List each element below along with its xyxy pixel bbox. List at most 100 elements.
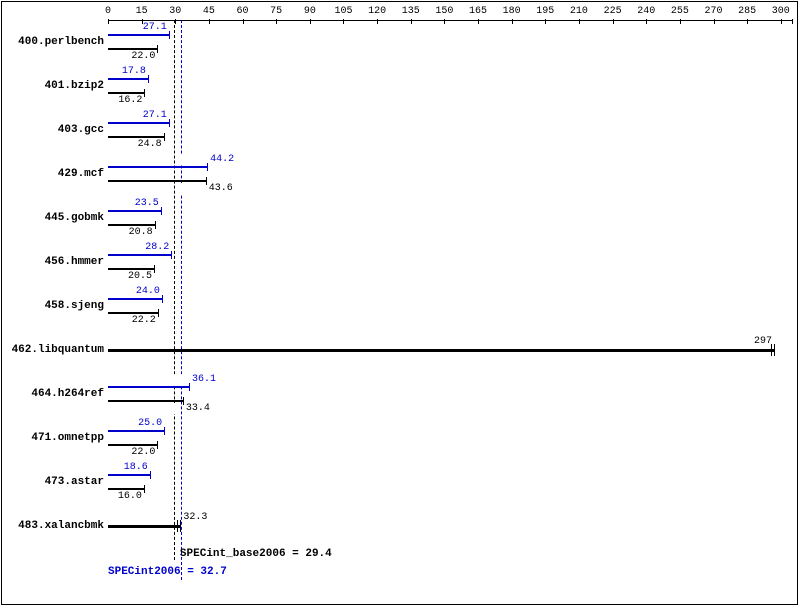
bar-endcap-base (158, 309, 159, 317)
bar-endcap-peak (189, 383, 190, 391)
axis-tick-label: 75 (270, 6, 282, 17)
benchmark-value-base: 20.5 (128, 271, 152, 282)
axis-tick-label: 225 (604, 6, 622, 17)
base-summary-label: SPECint_base2006 = 29.4 (180, 548, 332, 560)
benchmark-value: 32.3 (183, 512, 207, 523)
benchmark-bar-peak (108, 122, 169, 124)
axis-tick-label: 195 (536, 6, 554, 17)
label-mask (159, 374, 187, 385)
benchmark-label: 403.gcc (0, 124, 104, 136)
axis-tick-label: 300 (772, 6, 790, 17)
bar-endcap-peak (169, 31, 170, 39)
benchmark-bar-single (108, 525, 180, 528)
bar-endcap-peak (164, 427, 165, 435)
benchmark-value-peak: 44.2 (210, 154, 236, 165)
benchmark-value-peak: 27.1 (143, 110, 167, 121)
benchmark-label: 473.astar (0, 476, 104, 488)
benchmark-bar-peak (108, 34, 169, 36)
benchmark-bar-peak (108, 474, 150, 476)
axis-tick-label: 90 (304, 6, 316, 17)
benchmark-value-peak: 25.0 (138, 418, 162, 429)
bar-endcap-peak (161, 207, 162, 215)
benchmark-bar-peak (108, 430, 164, 432)
benchmark-bar-peak (108, 210, 161, 212)
benchmark-bar-peak (108, 298, 162, 300)
benchmark-value-base: 16.0 (118, 491, 142, 502)
benchmark-value-base: 33.4 (186, 403, 212, 414)
benchmark-bar-base (108, 92, 144, 94)
bar-endcap-peak (162, 295, 163, 303)
bar-endcap-base (157, 45, 158, 53)
benchmark-label: 456.hmmer (0, 256, 104, 268)
benchmark-value-base: 43.6 (209, 183, 235, 194)
base-marker-line (174, 20, 175, 560)
axis-tick-label: 150 (435, 6, 453, 17)
benchmark-value-base: 16.2 (118, 95, 142, 106)
axis-tick-label: 285 (738, 6, 756, 17)
bar-endcap-peak (207, 163, 208, 171)
benchmark-label: 445.gobmk (0, 212, 104, 224)
benchmark-bar-base (108, 312, 158, 314)
bar-endcap-peak (169, 119, 170, 127)
axis-tick-label: 255 (671, 6, 689, 17)
bar-endcap-base (164, 133, 165, 141)
axis-tick-label: 45 (203, 6, 215, 17)
benchmark-value-base: 22.0 (131, 51, 155, 62)
benchmark-label: 458.sjeng (0, 300, 104, 312)
benchmark-label: 471.omnetpp (0, 432, 104, 444)
benchmark-label: 464.h264ref (0, 388, 104, 400)
benchmark-value-base: 22.2 (132, 315, 156, 326)
benchmark-value-base: 22.0 (131, 447, 155, 458)
bar-endcap-base (155, 221, 156, 229)
benchmark-value-peak: 18.6 (124, 462, 148, 473)
benchmark-bar-peak (108, 166, 207, 168)
benchmark-value-peak: 24.0 (136, 286, 160, 297)
bar-endcap (177, 520, 178, 532)
axis-tick-label: 180 (503, 6, 521, 17)
benchmark-label: 401.bzip2 (0, 80, 104, 92)
axis-tick-label: 135 (402, 6, 420, 17)
benchmark-value-peak: 27.1 (143, 22, 167, 33)
benchmark-bar-peak (108, 78, 148, 80)
benchmark-bar-base (108, 488, 144, 490)
benchmark-bar-peak (108, 386, 189, 388)
bar-endcap (774, 344, 775, 356)
axis-tick-label: 210 (570, 6, 588, 17)
benchmark-bar-peak (108, 254, 171, 256)
benchmark-bar-base (108, 48, 157, 50)
benchmark-value-peak: 17.8 (122, 66, 146, 77)
axis-tick-label: 15 (136, 6, 148, 17)
bar-endcap-peak (171, 251, 172, 259)
bar-endcap-base (154, 265, 155, 273)
bar-endcap-base (144, 89, 145, 97)
benchmark-value-peak: 36.1 (192, 374, 218, 385)
bar-endcap-base (206, 177, 207, 185)
benchmark-bar-base (108, 268, 154, 270)
benchmark-bar-base (108, 224, 155, 226)
axis-tick-label: 60 (237, 6, 249, 17)
benchmark-value-base: 20.8 (129, 227, 153, 238)
axis-tick-label: 105 (334, 6, 352, 17)
benchmark-value-base: 24.8 (138, 139, 162, 150)
axis-tick-label: 240 (637, 6, 655, 17)
benchmark-label: 483.xalancbmk (0, 520, 104, 532)
axis-tick-label: 0 (105, 6, 111, 17)
benchmark-value-peak: 28.2 (145, 242, 169, 253)
benchmark-label: 429.mcf (0, 168, 104, 180)
benchmark-value: 297 (754, 336, 772, 347)
peak-marker-line (181, 20, 182, 580)
benchmark-bar-base (108, 136, 164, 138)
bar-endcap-peak (150, 471, 151, 479)
bar-endcap-base (144, 485, 145, 493)
axis-baseline (108, 20, 792, 21)
bar-endcap (180, 520, 181, 532)
benchmark-label: 400.perlbench (0, 36, 104, 48)
benchmark-bar-base (108, 400, 183, 402)
label-mask (177, 154, 205, 165)
benchmark-bar-single (108, 349, 774, 352)
benchmark-label: 462.libquantum (0, 344, 104, 356)
axis-tick-mark (792, 19, 793, 24)
label-mask (153, 403, 181, 414)
axis-tick-label: 165 (469, 6, 487, 17)
axis-tick-label: 120 (368, 6, 386, 17)
